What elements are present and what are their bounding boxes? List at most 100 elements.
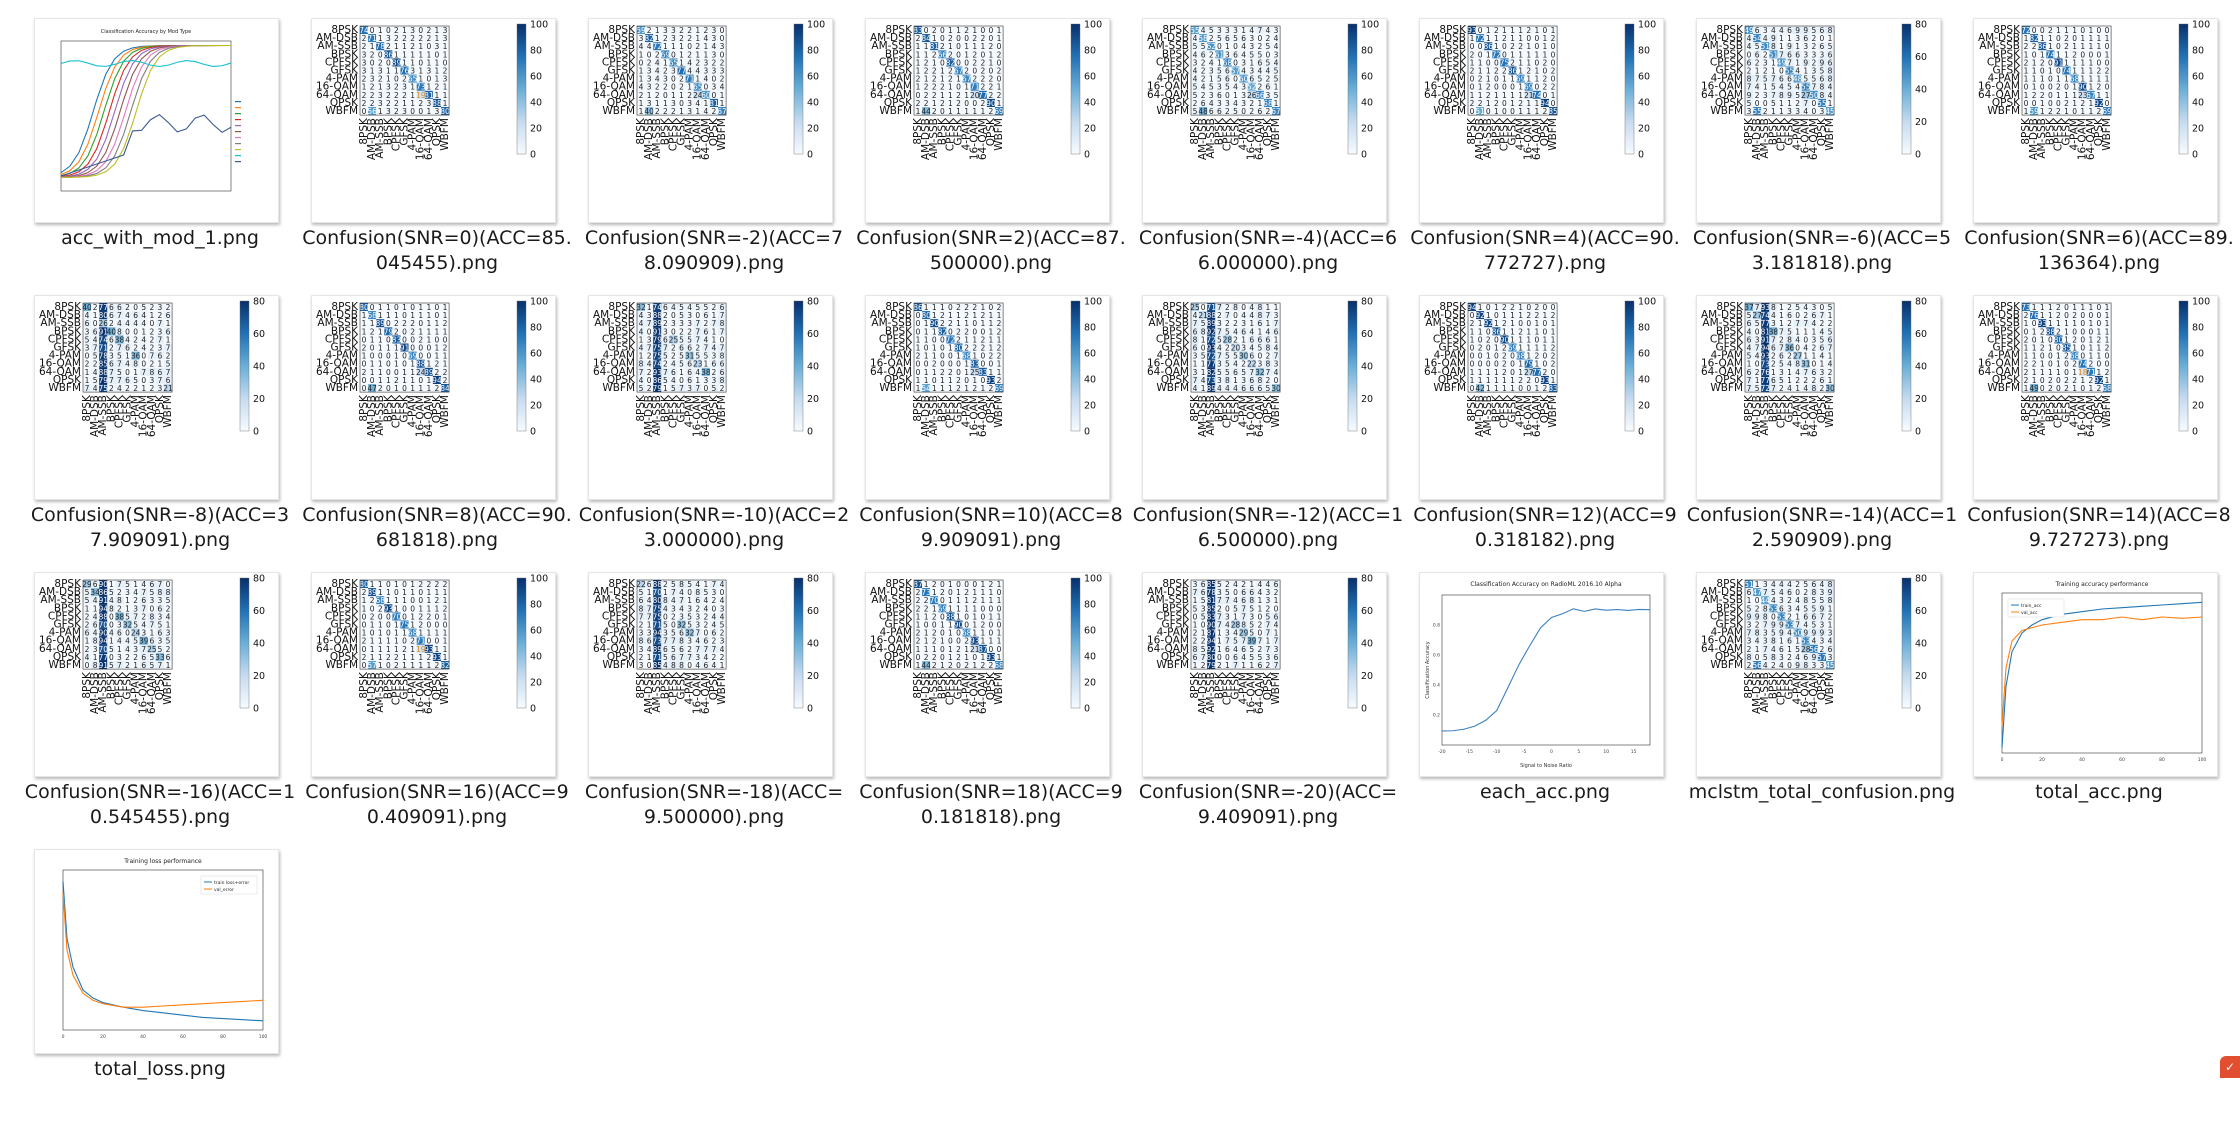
file-tile[interactable]: 8PSK 87 1 2 0 1 0 0 0 1 2 1 AM-DSB 2 73 1 2 0 1 2 1 1 1 0 AM-SSB… xyxy=(853,570,1129,847)
thumbnail-image[interactable]: 8PSK 86 1 1 1 0 2 2 2 1 0 2 AM-DSB 0 80 1 2 1 1 2 1 2 1 1 AM-SSB… xyxy=(865,295,1110,500)
thumbnail-image[interactable]: 8PSK 22 6 88 2 5 8 5 4 1 7 4 AM-DSB 5 1 70 1 7 4 0 8 5 3 0 AM-SS… xyxy=(588,572,833,777)
file-tile[interactable]: 8PSK 49 6 3 4 4 6 9 9 5 6 8 AM-DSB 4 54 4 9 1 1 3 6 2 0 1 AM-SSB… xyxy=(1684,16,1960,293)
cell-value: 5 xyxy=(93,352,98,361)
file-name[interactable]: Confusion(SNR=14)(ACC=89.727273).png xyxy=(1967,504,2231,551)
cell-value: 1 xyxy=(2088,303,2093,312)
file-name[interactable]: Confusion(SNR=-8)(ACC=37.909091).png xyxy=(30,504,290,551)
matrix-cell xyxy=(1247,367,1256,376)
file-name[interactable]: Confusion(SNR=6)(ACC=89.136364).png xyxy=(1964,227,2234,274)
cell-value: 1 xyxy=(1811,327,1816,336)
matrix-cell xyxy=(677,319,686,328)
matrix-cell xyxy=(1826,335,1835,344)
matrix-cell xyxy=(1231,384,1240,393)
file-tile[interactable]: 8PSK 59 2 1 3 3 2 2 1 2 3 0 AM-DSB 3 82 1 2 3 2 2 1 4 3 0 AM-SSB… xyxy=(576,16,852,293)
file-name[interactable]: Confusion(SNR=0)(ACC=85.045455).png xyxy=(302,227,572,274)
cell-value: 3 xyxy=(1820,50,1825,59)
thumbnail-image[interactable]: 8PSK 73 1 1 1 2 0 1 1 1 0 1 AM-DSB 2 76 1 1 2 0 2 0 0 0 1 AM-SSB… xyxy=(1973,295,2218,500)
thumbnail-image[interactable]: 8PSK 25 0 71 7 2 8 0 4 8 1 1 AM-DSB 4 21 88 2 7 0 4 4 8 7 3 AM-S… xyxy=(1142,295,1387,500)
file-name[interactable]: Confusion(SNR=-12)(ACC=16.500000).png xyxy=(1132,504,1404,551)
file-tile[interactable]: 8PSK 93 0 1 2 1 1 1 2 1 0 1 AM-DSB 1 72 1 1 2 1 1 0 0 1 2 AM-SSB… xyxy=(1407,16,1683,293)
cell-value: 2 xyxy=(1551,83,1556,92)
file-name[interactable]: Confusion(SNR=8)(ACC=90.681818).png xyxy=(302,504,572,551)
file-tile[interactable]: 8PSK 25 0 71 7 2 8 0 4 8 1 1 AM-DSB 4 21 88 2 7 0 4 4 8 7 3 AM-S… xyxy=(1130,293,1406,570)
thumbnail-image[interactable]: 8PSK 40 2 77 6 6 2 0 5 2 3 2 AM-DSB 4 1 80 6 7 4 6 4 1 2 6 AM-SS… xyxy=(34,295,279,500)
colorbar-tick: 0 xyxy=(1638,427,1644,438)
cell-value: 6 xyxy=(1257,58,1262,67)
cell-value: 49 xyxy=(1744,26,1754,35)
file-tile[interactable]: 8PSK 29 6 90 1 7 5 1 4 6 7 0 AM-DSB 5 34 86 5 2 3 4 7 5 8 8 AM-S… xyxy=(22,570,298,847)
matrix-cell xyxy=(914,375,923,384)
thumbnail-image[interactable]: 8PSK 29 6 90 1 7 5 1 4 6 7 0 AM-DSB 5 34 86 5 2 3 4 7 5 8 8 AM-S… xyxy=(34,572,279,777)
file-tile[interactable]: 8PSK 80 1 1 0 1 0 1 2 2 2 2 AM-DSB 2 89 1 1 0 1 1 0 1 1 1 AM-SSB… xyxy=(299,570,575,847)
thumbnail-image[interactable]: 8PSK 74 0 1 0 2 1 3 0 2 1 3 AM-DSB 2 71 1 3 2 2 2 2 2 1 3 AM-SSB… xyxy=(311,18,556,223)
row-label: WBFM xyxy=(1987,105,2020,117)
matrix-cell xyxy=(1492,375,1501,384)
row-label: AM-DSB xyxy=(1424,32,1466,44)
file-tile[interactable]: 8PSK 74 0 1 0 2 1 3 0 2 1 3 AM-DSB 2 71 1 3 2 2 2 2 2 1 3 AM-SSB… xyxy=(299,16,575,293)
file-tile[interactable]: 8PSK 86 1 1 1 0 2 2 2 1 0 2 AM-DSB 0 80 1 2 1 1 2 1 2 1 1 AM-SSB… xyxy=(853,293,1129,570)
file-name[interactable]: Confusion(SNR=-18)(ACC=9.500000).png xyxy=(584,781,844,828)
file-name[interactable]: Confusion(SNR=12)(ACC=90.318182).png xyxy=(1413,504,1677,551)
file-name[interactable]: Confusion(SNR=-4)(ACC=66.000000).png xyxy=(1138,227,1398,274)
file-name[interactable]: Confusion(SNR=-2)(ACC=78.090909).png xyxy=(584,227,844,274)
file-tile[interactable]: 8PSK 32 1 74 6 4 5 4 5 5 2 6 AM-DSB 4 3 88 2 0 5 3 0 6 1 7 AM-SS… xyxy=(576,293,852,570)
thumbnail-image[interactable]: 8PSK 32 1 74 6 4 5 4 5 5 2 6 AM-DSB 4 3 88 2 0 5 3 0 6 1 7 AM-SS… xyxy=(588,295,833,500)
matrix-cell xyxy=(1207,335,1216,344)
thumbnail-image[interactable]: 8PSK 37 7 93 8 1 2 5 4 3 0 5 AM-DSB 5 27 74 4 1 6 0 2 6 7 1 AM-S… xyxy=(1696,295,1941,500)
file-tile[interactable]: 8PSK 80 0 1 1 0 1 0 1 1 0 1 AM-DSB 1 68 1 1 1 0 1 1 1 0 1 AM-SSB… xyxy=(299,293,575,570)
thumbnail-image[interactable]: 8PSK 94 1 0 1 2 2 1 0 2 0 0 AM-DSB 0 92 1 0 1 1 1 2 2 1 2 AM-SSB… xyxy=(1419,295,1664,500)
cell-value: 1 xyxy=(1828,352,1833,361)
thumbnail-image[interactable]: 8PSK 59 2 1 3 3 2 2 1 2 3 0 AM-DSB 3 82 1 2 3 2 2 1 4 3 0 AM-SSB… xyxy=(588,18,833,223)
file-name[interactable]: Confusion(SNR=-16)(ACC=10.545455).png xyxy=(24,781,296,828)
file-tile[interactable]: 8PSK 40 2 77 6 6 2 0 5 2 3 2 AM-DSB 4 1 80 6 7 4 6 4 1 2 6 AM-SS… xyxy=(22,293,298,570)
thumbnail-image[interactable]: 8PSK 72 0 0 2 1 1 1 0 1 0 0 AM-DSB 1 82 1 1 0 2 0 1 1 1 1 AM-SSB… xyxy=(1973,18,2218,223)
file-tile[interactable]: Classification Accuracy by Mod Type acc_w… xyxy=(22,16,298,293)
thumbnail-image[interactable]: 8PSK 49 6 3 4 4 6 9 9 5 6 8 AM-DSB 4 54 4 9 1 1 3 6 2 0 1 AM-SSB… xyxy=(1696,18,1941,223)
matrix-cell xyxy=(970,42,979,51)
cell-value: 2 xyxy=(1502,360,1507,369)
cell-value: 1 xyxy=(1201,360,1206,369)
file-name[interactable]: Confusion(SNR=16)(ACC=90.409091).png xyxy=(305,781,569,828)
cell-value: 7 xyxy=(117,661,122,670)
cell-value: 0 xyxy=(2080,384,2085,393)
cell-value: 1 xyxy=(2024,91,2029,100)
cell-value: 8 xyxy=(1225,376,1230,385)
cell-value: 1 xyxy=(679,91,684,100)
thumbnail-image[interactable]: 8PSK 80 0 1 1 0 1 0 1 1 0 1 AM-DSB 1 68 1 1 1 0 1 1 1 0 1 AM-SSB… xyxy=(311,295,556,500)
thumbnail-image[interactable]: 8PSK 55 4 5 3 3 3 1 4 7 4 3 AM-DSB 4 58 2 5 6 5 6 3 0 2 4 AM-SSB… xyxy=(1142,18,1387,223)
thumbnail-image[interactable]: 8PSK 80 1 1 0 1 0 1 2 2 2 2 AM-DSB 2 89 1 1 0 1 1 0 1 1 1 AM-SSB… xyxy=(311,572,556,777)
file-name[interactable]: Confusion(SNR=4)(ACC=90.772727).png xyxy=(1410,227,1680,274)
file-name[interactable]: Confusion(SNR=-14)(ACC=12.590909).png xyxy=(1686,504,1958,551)
file-tile[interactable]: 8PSK 83 0 2 0 1 1 2 1 0 0 1 AM-DSB 2 84 1 0 2 0 0 2 2 0 1 AM-SSB… xyxy=(853,16,1129,293)
file-name[interactable]: Confusion(SNR=2)(ACC=87.500000).png xyxy=(856,227,1126,274)
file-tile[interactable]: 8PSK 22 6 88 2 5 8 5 4 1 7 4 AM-DSB 5 1 70 1 7 4 0 8 5 3 0 AM-SS… xyxy=(576,570,852,847)
file-tile[interactable]: 8PSK 73 1 1 1 2 0 1 1 1 0 1 AM-DSB 2 76 1 1 2 0 2 0 0 0 1 AM-SSB… xyxy=(1961,293,2237,570)
matrix-cell xyxy=(1769,74,1778,83)
thumbnail-image[interactable]: 8PSK 83 0 2 0 1 1 2 1 0 0 1 AM-DSB 2 84 1 0 2 0 0 2 2 0 1 AM-SSB… xyxy=(865,18,1110,223)
thumbnail-image[interactable]: 8PSK 87 1 2 0 1 0 0 0 1 2 1 AM-DSB 2 73 1 2 0 1 2 1 1 1 0 AM-SSB… xyxy=(865,572,1110,777)
file-name[interactable]: Confusion(SNR=-6)(ACC=53.181818).png xyxy=(1692,227,1952,274)
colorbar-tick: 80 xyxy=(2192,323,2204,334)
matrix-cell xyxy=(360,384,369,393)
cell-value: 67 xyxy=(2086,91,2096,100)
file-name[interactable]: Confusion(SNR=-10)(ACC=23.000000).png xyxy=(578,504,850,551)
matrix-cell xyxy=(83,620,92,629)
cell-value: 7 xyxy=(141,604,146,613)
matrix-cell xyxy=(2022,335,2031,344)
row-label: WBFM xyxy=(325,105,358,117)
matrix-cell xyxy=(986,66,995,75)
file-tile[interactable]: 8PSK 55 4 5 3 3 3 1 4 7 4 3 AM-DSB 4 58 2 5 6 5 6 3 0 2 4 AM-SSB… xyxy=(1130,16,1406,293)
matrix-cell xyxy=(1468,359,1477,368)
file-name[interactable]: Confusion(SNR=10)(ACC=89.909091).png xyxy=(859,504,1123,551)
thumbnail-image[interactable]: Classification Accuracy by Mod Type xyxy=(34,18,279,223)
file-name[interactable]: acc_with_mod_1.png xyxy=(61,227,259,249)
matrix-cell xyxy=(709,58,718,67)
cell-value: 78 xyxy=(375,42,385,51)
matrix-cell xyxy=(1255,384,1264,393)
file-tile[interactable]: 8PSK 37 7 93 8 1 2 5 4 3 0 5 AM-DSB 5 27 74 4 1 6 0 2 6 7 1 AM-S… xyxy=(1684,293,1960,570)
matrix-cell xyxy=(1247,74,1256,83)
matrix-cell xyxy=(83,384,92,393)
file-tile[interactable]: 8PSK 72 0 0 2 1 1 1 0 1 0 0 AM-DSB 1 82 1 1 0 2 0 1 1 1 1 AM-SSB… xyxy=(1961,16,2237,293)
file-tile[interactable]: 8PSK 94 1 0 1 2 2 1 0 2 0 0 AM-DSB 0 92 1 0 1 1 1 2 2 1 2 AM-SSB… xyxy=(1407,293,1683,570)
thumbnail-image[interactable]: 8PSK 93 0 1 2 1 1 1 2 1 0 1 AM-DSB 1 72 1 1 2 1 1 0 0 1 2 AM-SSB… xyxy=(1419,18,1664,223)
